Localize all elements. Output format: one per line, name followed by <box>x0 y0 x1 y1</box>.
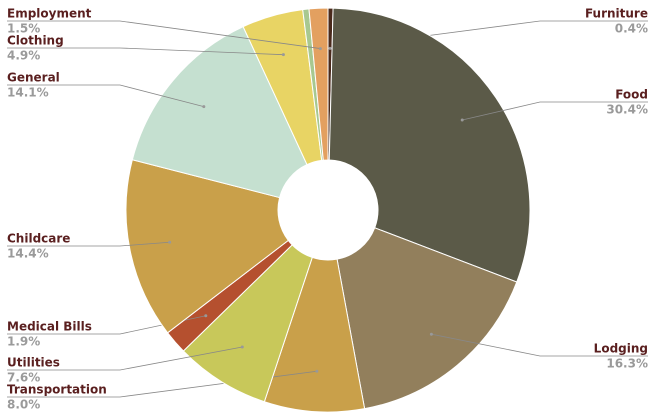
slice-value: 30.4% <box>606 103 648 117</box>
leader-dot <box>204 314 208 318</box>
slice-value: 1.9% <box>7 335 40 349</box>
leader-dot <box>202 105 206 109</box>
slice <box>328 7 531 283</box>
leader-dot <box>315 369 319 373</box>
slice-label: Lodging <box>594 342 648 356</box>
slice-value: 1.5% <box>7 22 40 36</box>
slice-label: Childcare <box>7 232 70 246</box>
slice-label: Medical Bills <box>7 320 92 334</box>
slice-value: 16.3% <box>606 357 648 371</box>
slice <box>308 7 329 161</box>
slice-label: Utilities <box>7 356 60 370</box>
leader-dot <box>328 46 332 50</box>
leader-dot <box>318 47 322 51</box>
leader-dot <box>429 332 433 336</box>
leader-line <box>7 47 284 56</box>
slice-value: 0.4% <box>615 22 648 36</box>
slice-label: Furniture <box>585 7 648 21</box>
leader-line <box>7 20 321 49</box>
slice-value: 8.0% <box>7 398 40 412</box>
slice-value: 4.9% <box>7 49 40 63</box>
leader-dot <box>240 345 244 349</box>
slice-label: Food <box>615 88 648 102</box>
slice-label: General <box>7 71 60 85</box>
leader-line <box>7 241 170 247</box>
slice-value: 14.4% <box>7 247 49 261</box>
slice-label: Employment <box>7 7 92 21</box>
leader-line <box>7 346 243 371</box>
slice-label: Clothing <box>7 34 64 48</box>
slice <box>336 227 518 410</box>
leader-line <box>462 101 648 121</box>
leader-dot <box>281 53 285 57</box>
slice-value: 7.6% <box>7 371 40 385</box>
leader-dot <box>460 118 464 122</box>
slice-label: Transportation <box>7 383 107 397</box>
leader-line <box>431 333 648 357</box>
slice-value: 14.1% <box>7 86 49 100</box>
leader-line <box>7 84 204 107</box>
leader-dot <box>168 240 172 244</box>
slice <box>125 159 290 334</box>
slice <box>131 26 308 199</box>
